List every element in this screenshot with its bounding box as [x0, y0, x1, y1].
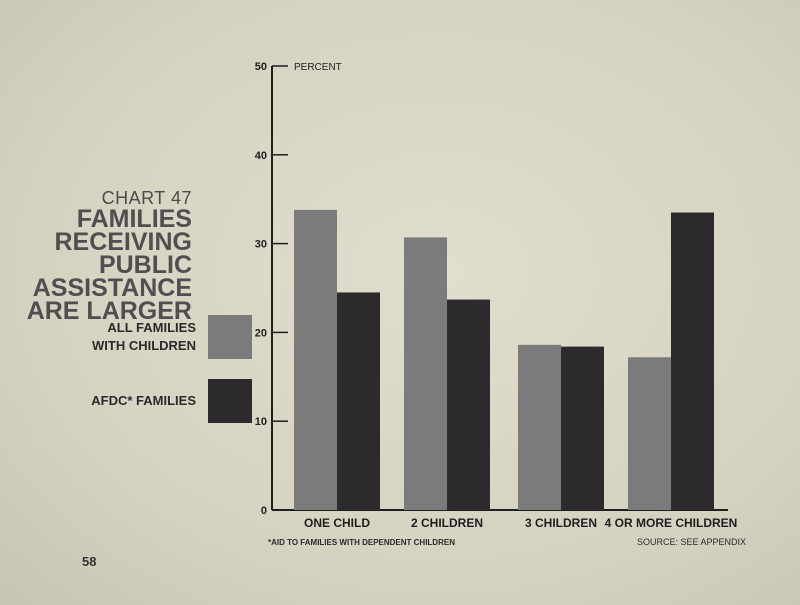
legend-label-line: WITH CHILDREN: [92, 338, 196, 353]
legend-label-line: ALL FAMILIES: [107, 320, 196, 335]
x-category-label: ONE CHILD: [304, 516, 370, 530]
bar-all-families: [404, 237, 447, 510]
legend-item-all-families: ALL FAMILIES WITH CHILDREN: [56, 315, 252, 359]
chart-number: CHART 47: [101, 188, 192, 208]
y-tick-label: 30: [255, 239, 267, 251]
bar-all-families: [294, 209, 337, 510]
y-tick-label: 0: [261, 505, 267, 517]
bar-all-families: [518, 344, 561, 510]
title-line-1: FAMILIES: [76, 205, 192, 233]
bar-afdc: [561, 346, 604, 510]
legend-label-all-families: ALL FAMILIES WITH CHILDREN: [56, 319, 196, 355]
bar-afdc: [337, 292, 380, 510]
x-category-label: 2 CHILDREN: [411, 516, 483, 530]
legend-swatch-all-families: [208, 315, 252, 359]
y-tick-label: 10: [255, 416, 267, 428]
bar-afdc: [671, 212, 714, 510]
bar-all-families: [628, 357, 671, 510]
legend-label-afdc: AFDC* FAMILIES: [56, 392, 196, 410]
bar-afdc: [447, 299, 490, 510]
title-line-3: PUBLIC ASSISTANCE: [32, 251, 192, 302]
page-number: 58: [82, 554, 97, 569]
y-tick-label: 20: [255, 327, 267, 339]
y-axis-label: PERCENT: [294, 62, 342, 73]
y-tick-label: 40: [255, 150, 267, 162]
x-category-label: 3 CHILDREN: [525, 516, 597, 530]
title-line-4: ARE LARGER: [26, 297, 192, 325]
x-category-label: 4 OR MORE CHILDREN: [605, 516, 738, 530]
legend-item-afdc: AFDC* FAMILIES: [56, 379, 252, 423]
title-line-2: RECEIVING: [54, 228, 192, 256]
chart-title: CHART 47 FAMILIES RECEIVING PUBLIC ASSIS…: [0, 188, 192, 325]
footnote: *AID TO FAMILIES WITH DEPENDENT CHILDREN: [268, 538, 455, 547]
source-note: SOURCE: SEE APPENDIX: [637, 537, 747, 547]
legend-label-line: AFDC* FAMILIES: [91, 393, 196, 408]
legend-swatch-afdc: [208, 379, 252, 423]
y-tick-label: 50: [255, 61, 267, 73]
